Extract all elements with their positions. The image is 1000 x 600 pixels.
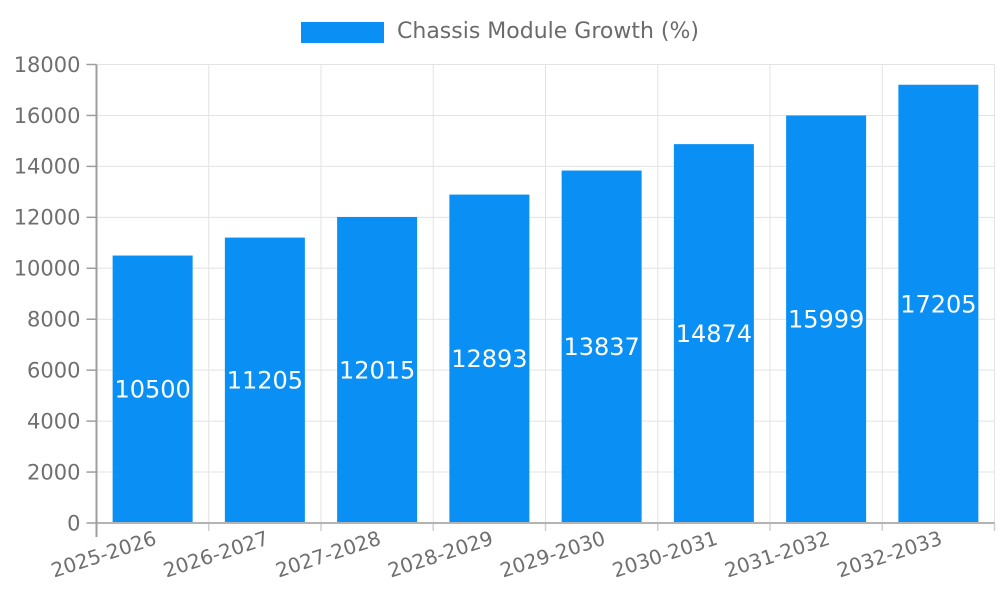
bar <box>224 237 305 524</box>
x-tick-label: 2028-2029 <box>385 526 496 583</box>
x-tick-label: 2031-2032 <box>722 526 833 583</box>
x-tick-label: 2032-2033 <box>834 526 945 583</box>
bar <box>898 84 979 523</box>
legend-swatch <box>301 21 385 43</box>
bar-value-label: 11205 <box>227 367 303 395</box>
y-tick-label: 0 <box>67 511 80 535</box>
bar-value-label: 15999 <box>788 306 864 334</box>
x-tick-label: 2027-2028 <box>273 526 384 583</box>
y-tick-label: 8000 <box>27 308 80 332</box>
y-tick-label: 12000 <box>14 206 81 230</box>
bar-value-label: 10500 <box>114 376 190 404</box>
x-tick-label: 2026-2027 <box>160 526 271 583</box>
y-tick-label: 16000 <box>14 104 81 128</box>
x-tick-label: 2030-2031 <box>609 526 720 583</box>
x-tick-label: 2029-2030 <box>497 526 608 583</box>
y-tick-label: 18000 <box>14 53 81 77</box>
legend-label: Chassis Module Growth (%) <box>397 19 699 44</box>
bar <box>337 216 418 524</box>
y-tick-label: 4000 <box>27 409 80 433</box>
y-tick-label: 2000 <box>27 460 80 484</box>
bar <box>673 144 754 523</box>
y-tick-label: 6000 <box>27 359 80 383</box>
bar <box>112 255 193 523</box>
bar-value-label: 14874 <box>676 320 752 348</box>
y-tick-label: 10000 <box>14 257 81 281</box>
bar <box>561 170 642 523</box>
legend: Chassis Module Growth (%) <box>0 21 1000 43</box>
bar-value-label: 13837 <box>563 333 639 361</box>
bar <box>786 115 867 524</box>
bar-value-label: 17205 <box>900 290 976 318</box>
bar <box>449 194 530 523</box>
x-tick-label: 2025-2026 <box>48 526 159 583</box>
y-tick-label: 14000 <box>14 155 81 179</box>
bar-value-label: 12015 <box>339 356 415 384</box>
bar-value-label: 12893 <box>451 345 527 373</box>
